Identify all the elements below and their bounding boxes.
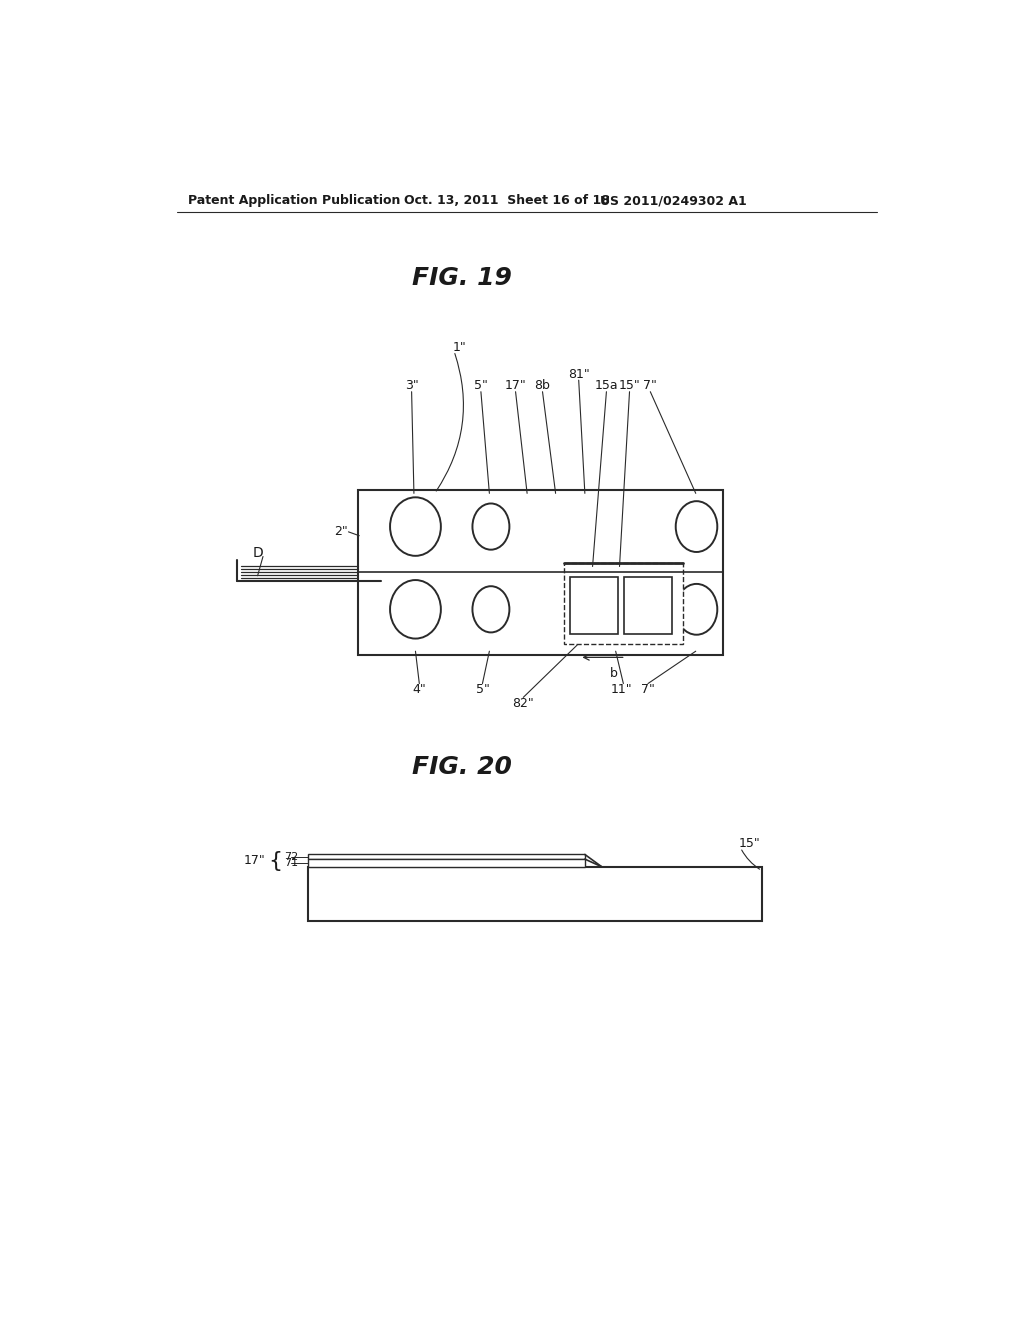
Bar xyxy=(357,490,724,655)
Text: Oct. 13, 2011  Sheet 16 of 18: Oct. 13, 2011 Sheet 16 of 18 xyxy=(403,194,609,207)
Text: Patent Application Publication: Patent Application Publication xyxy=(188,194,400,207)
Ellipse shape xyxy=(676,502,717,552)
Text: 7": 7" xyxy=(643,379,657,392)
Bar xyxy=(625,577,672,635)
Text: 1": 1" xyxy=(453,341,466,354)
Text: b: b xyxy=(610,667,618,680)
Text: 17": 17" xyxy=(244,854,265,867)
Text: 15": 15" xyxy=(618,379,640,392)
Ellipse shape xyxy=(676,583,717,635)
Text: 8b: 8b xyxy=(535,379,551,392)
Bar xyxy=(307,854,585,859)
Bar xyxy=(307,867,762,921)
Text: 11": 11" xyxy=(611,684,633,696)
Text: 81": 81" xyxy=(568,367,590,380)
Text: FIG. 19: FIG. 19 xyxy=(412,265,512,290)
Text: 71: 71 xyxy=(285,858,299,869)
Text: 72: 72 xyxy=(285,851,299,862)
Text: 2": 2" xyxy=(334,525,348,539)
Text: 3": 3" xyxy=(404,379,419,392)
Text: 15": 15" xyxy=(739,837,761,850)
Text: D: D xyxy=(252,545,263,560)
Text: 15a: 15a xyxy=(595,379,618,392)
Text: US 2011/0249302 A1: US 2011/0249302 A1 xyxy=(600,194,748,207)
Text: FIG. 20: FIG. 20 xyxy=(412,755,512,779)
Ellipse shape xyxy=(390,579,441,639)
Bar xyxy=(564,562,683,644)
Text: 7": 7" xyxy=(641,684,655,696)
Ellipse shape xyxy=(472,503,509,549)
Bar xyxy=(570,577,617,635)
Text: 4": 4" xyxy=(413,684,426,696)
Text: 5": 5" xyxy=(474,379,487,392)
Bar xyxy=(307,859,585,867)
Text: 5": 5" xyxy=(475,684,489,696)
Ellipse shape xyxy=(390,498,441,556)
Text: 82": 82" xyxy=(512,697,535,710)
Text: {: { xyxy=(268,850,283,871)
Text: 17": 17" xyxy=(505,379,526,392)
Ellipse shape xyxy=(472,586,509,632)
